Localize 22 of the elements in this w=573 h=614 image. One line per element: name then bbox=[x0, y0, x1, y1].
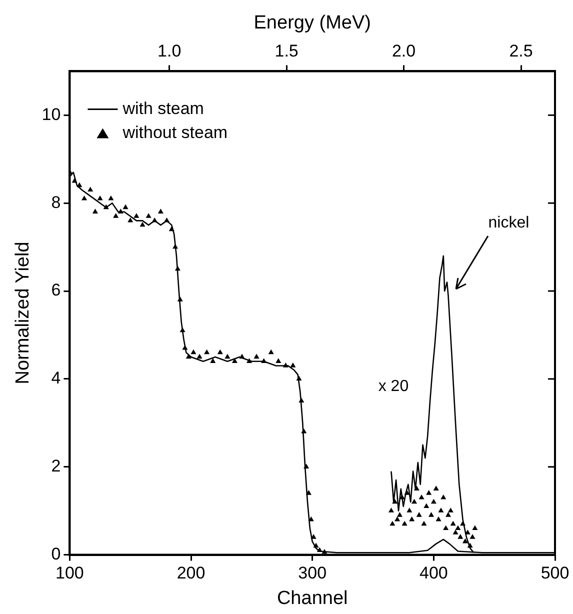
x-tick-label: 300 bbox=[298, 564, 327, 583]
y-tick-label: 0 bbox=[51, 544, 61, 564]
x-tick-label: 200 bbox=[176, 564, 206, 583]
y-tick-label: 8 bbox=[51, 192, 61, 212]
y-tick-label: 6 bbox=[51, 280, 61, 300]
x-axis-title: Channel bbox=[276, 588, 348, 609]
y-tick-label: 4 bbox=[51, 368, 61, 388]
annotation: x 20 bbox=[378, 378, 409, 395]
legend-label: with steam bbox=[122, 98, 204, 118]
x2-tick-label: 1.0 bbox=[158, 42, 182, 61]
legend-label: without steam bbox=[122, 122, 228, 142]
x-tick-label: 500 bbox=[540, 564, 570, 583]
x2-axis-title: Energy (MeV) bbox=[254, 12, 371, 34]
y-tick-label: 2 bbox=[51, 456, 61, 476]
y-tick-label: 10 bbox=[42, 104, 61, 124]
x-tick-label: 400 bbox=[419, 564, 448, 583]
y-axis-title: Normalized Yield bbox=[12, 242, 34, 384]
annotation: nickel bbox=[488, 214, 530, 232]
x2-tick-label: 2.0 bbox=[392, 42, 416, 61]
x-tick-label: 100 bbox=[56, 564, 84, 583]
x2-tick-label: 1.5 bbox=[274, 42, 298, 61]
x2-tick-label: 2.5 bbox=[509, 42, 533, 61]
